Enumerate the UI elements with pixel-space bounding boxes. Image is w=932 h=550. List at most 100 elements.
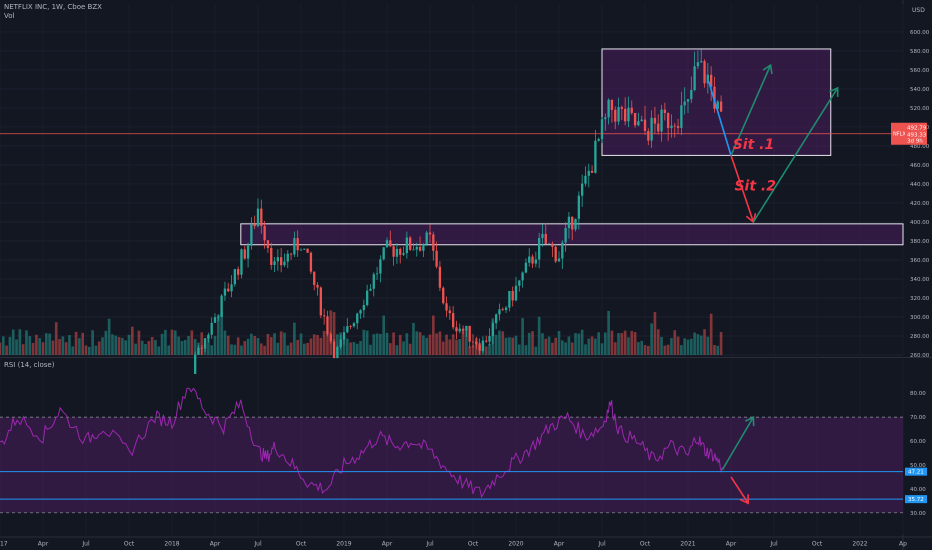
volume-bar <box>28 336 32 355</box>
volume-bar <box>408 343 412 355</box>
volume-bar <box>111 334 114 355</box>
volume-bar <box>471 345 475 355</box>
volume-bar <box>44 333 48 355</box>
price-tick-label: 460.00 <box>910 163 930 169</box>
candle <box>709 74 713 87</box>
volume-bar <box>686 339 690 355</box>
candle <box>627 107 630 122</box>
candle <box>260 208 263 226</box>
volume-bar <box>180 340 184 355</box>
volume-bar <box>302 343 306 355</box>
candle <box>412 249 415 251</box>
volume-bar <box>468 346 472 355</box>
candle <box>435 250 438 267</box>
time-tick-label: Oct <box>812 541 823 548</box>
volume-bar <box>683 338 687 355</box>
volume-bar <box>504 337 508 355</box>
volume-bar <box>709 313 713 355</box>
volume-bar <box>326 332 329 355</box>
annotation-sit2: Sit .2 <box>734 179 776 195</box>
volume-bar <box>627 337 630 355</box>
candle <box>213 317 217 323</box>
candle <box>557 258 561 262</box>
candle <box>203 338 207 349</box>
time-tick-label: Apr <box>554 541 565 548</box>
volume-bar <box>220 311 223 355</box>
volume-bar <box>494 334 498 355</box>
volume-bar <box>693 332 696 355</box>
candle <box>313 271 316 285</box>
volume-bar <box>524 345 528 355</box>
volume-bar <box>114 335 118 355</box>
price-tick-label: 280.00 <box>910 334 930 340</box>
candle <box>243 249 246 259</box>
candle <box>580 183 584 196</box>
volume-bar <box>352 342 356 355</box>
volume-bars <box>0 310 723 355</box>
volume-bar <box>309 338 313 355</box>
volume-bar <box>216 314 220 355</box>
time-tick-label: 2021 <box>680 541 695 548</box>
volume-bar <box>425 337 429 355</box>
volume-bar <box>617 333 620 355</box>
volume-bar <box>405 333 409 355</box>
volume-bar <box>660 336 663 355</box>
volume-bar <box>121 337 124 355</box>
rsi-tick-label: 70.00 <box>910 415 926 421</box>
candle <box>630 107 633 114</box>
candle <box>521 272 524 281</box>
candle <box>283 261 286 266</box>
volume-bar <box>670 338 673 355</box>
candle <box>643 119 647 131</box>
volume-bar <box>342 336 346 355</box>
candle <box>663 109 667 114</box>
volume-bar <box>8 336 12 355</box>
volume-bar <box>263 345 266 355</box>
volume-bar <box>97 341 101 355</box>
volume-bar <box>511 337 515 355</box>
volume-bar <box>68 335 71 355</box>
volume-bar <box>574 333 577 355</box>
candle <box>276 257 280 262</box>
candle <box>399 248 402 255</box>
volume-bar <box>339 332 343 355</box>
candle <box>223 288 227 296</box>
volume-bar <box>197 342 200 355</box>
candle <box>657 123 660 132</box>
volume-bar <box>5 345 8 355</box>
candle <box>547 243 551 245</box>
volume-bar <box>48 333 51 355</box>
volume-bar <box>455 339 458 355</box>
volume-bar <box>521 318 524 355</box>
candle <box>465 325 468 331</box>
candle <box>352 323 356 327</box>
candle <box>471 341 475 343</box>
volume-label: Vol <box>4 12 15 20</box>
candle <box>676 125 680 128</box>
volume-bar <box>124 340 128 355</box>
candle <box>445 303 448 311</box>
price-tag-symbol: NFLX <box>893 132 906 138</box>
candle <box>369 288 372 291</box>
candle <box>650 117 653 141</box>
price-tick-label: 440.00 <box>910 182 930 188</box>
candle <box>306 248 309 253</box>
candle <box>537 238 541 260</box>
price-tag-bg <box>905 122 927 145</box>
volume-bar <box>355 343 359 355</box>
volume-bar <box>547 336 551 355</box>
time-tick-label: Apr <box>38 541 49 548</box>
volume-bar <box>514 335 518 355</box>
candle <box>230 284 233 292</box>
candle <box>356 313 359 324</box>
candle <box>365 290 369 306</box>
rsi-tag-value: 35.72 <box>908 497 924 503</box>
volume-bar <box>21 344 25 355</box>
candle <box>359 310 362 314</box>
candle <box>372 274 375 289</box>
candle <box>511 290 514 301</box>
volume-bar <box>666 344 670 355</box>
candle <box>600 119 604 139</box>
candle <box>405 237 409 254</box>
